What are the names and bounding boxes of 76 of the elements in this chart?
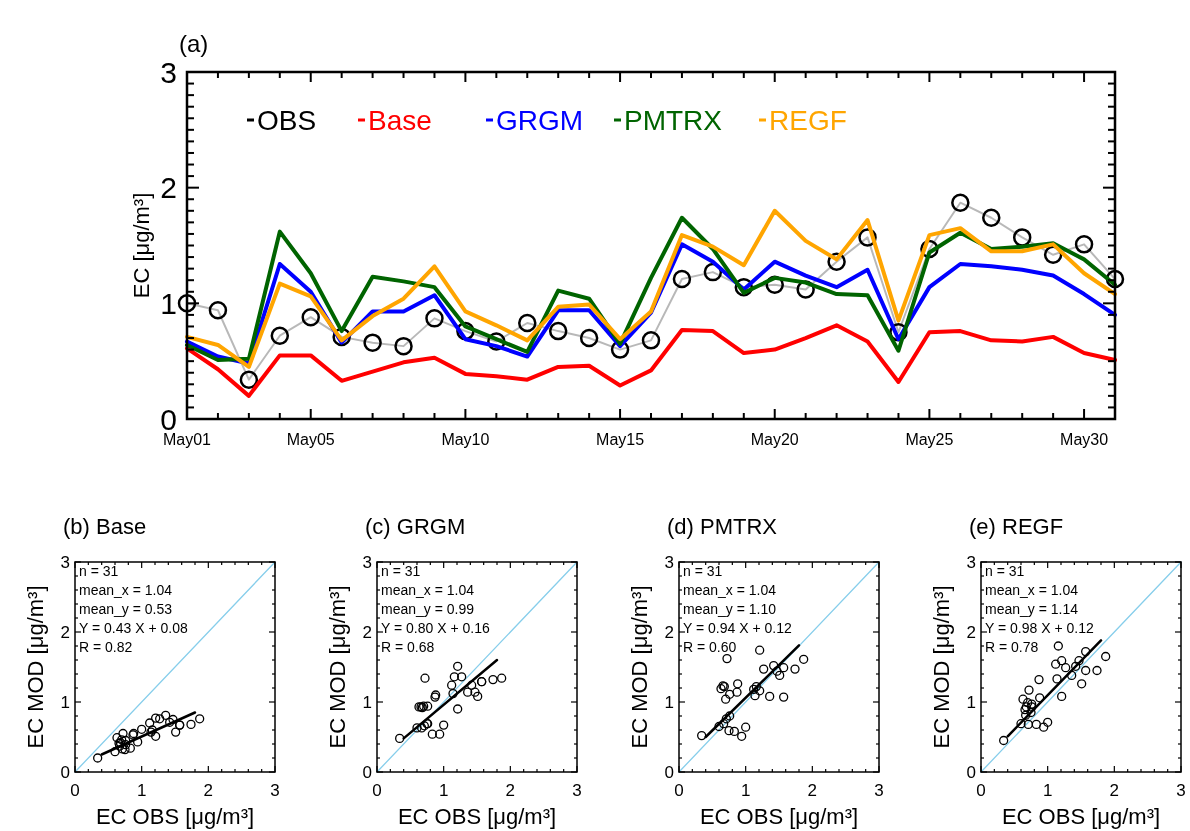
x-tick-label: 3 xyxy=(572,781,582,800)
annotation: n = 31 xyxy=(79,563,119,579)
x-tick-label: May05 xyxy=(286,431,335,448)
x-tick-label: May10 xyxy=(441,431,490,448)
y-tick-label: 2 xyxy=(160,171,177,205)
x-tick-label: 1 xyxy=(438,781,449,800)
annotation: n = 31 xyxy=(683,563,723,579)
y-axis-title: EC MOD [μg/m³] xyxy=(627,585,652,749)
annotation: Y = 0.98 X + 0.12 xyxy=(985,620,1094,636)
y-axis-title: EC MOD [μg/m³] xyxy=(23,585,48,749)
x-tick-label: 1 xyxy=(1042,781,1053,800)
y-tick-label: 0 xyxy=(60,762,70,782)
x-tick-label: May25 xyxy=(905,431,954,448)
x-tick-label: May15 xyxy=(596,431,645,448)
annotation: mean_x = 1.04 xyxy=(381,582,475,598)
x-tick-label: 2 xyxy=(1109,781,1120,800)
chart-title: (d) PMTRX xyxy=(667,514,778,539)
annotation: R = 0.82 xyxy=(79,639,133,655)
x-tick-label: May20 xyxy=(750,431,799,448)
y-tick-label: 1 xyxy=(664,692,674,712)
annotation: mean_y = 1.10 xyxy=(683,601,777,617)
x-tick-label: 2 xyxy=(807,781,818,800)
legend-label: GRGM xyxy=(496,104,584,136)
y-axis-title: EC MOD [μg/m³] xyxy=(929,585,954,749)
legend-label: PMTRX xyxy=(624,104,723,136)
y-tick-label: 1 xyxy=(362,692,372,712)
legend-label: OBS xyxy=(257,104,317,136)
annotation: R = 0.60 xyxy=(683,639,737,655)
y-tick-label: 2 xyxy=(966,622,976,642)
y-tick-label: 0 xyxy=(362,762,372,782)
x-axis-title: EC OBS [μg/m³] xyxy=(397,804,557,829)
y-tick-label: 2 xyxy=(664,622,674,642)
annotation: n = 31 xyxy=(985,563,1025,579)
x-axis-title: EC OBS [μg/m³] xyxy=(699,804,859,829)
y-tick-label: 0 xyxy=(664,762,674,782)
annotation: Y = 0.80 X + 0.16 xyxy=(381,620,490,636)
y-axis-title: EC [μg/m³] xyxy=(129,192,154,299)
annotation: mean_y = 1.14 xyxy=(985,601,1079,617)
y-tick-label: 3 xyxy=(362,552,372,572)
y-tick-label: 1 xyxy=(160,286,177,320)
x-tick-label: 2 xyxy=(505,781,516,800)
y-tick-label: 2 xyxy=(60,622,70,642)
x-tick-label: 3 xyxy=(270,781,280,800)
legend-label: REGF xyxy=(769,104,847,136)
annotation: mean_y = 0.99 xyxy=(381,601,475,617)
annotation: mean_y = 0.53 xyxy=(79,601,173,617)
y-axis-title: EC MOD [μg/m³] xyxy=(325,585,350,749)
y-tick-label: 0 xyxy=(966,762,976,782)
x-tick-label: 2 xyxy=(203,781,214,800)
y-tick-label: 1 xyxy=(60,692,70,712)
y-tick-label: 2 xyxy=(362,622,372,642)
legend-label: Base xyxy=(368,104,432,136)
y-tick-label: 3 xyxy=(160,55,177,89)
y-tick-label: 3 xyxy=(966,552,976,572)
y-tick-label: 3 xyxy=(60,552,70,572)
annotation: R = 0.68 xyxy=(381,639,435,655)
chart-title: (b) Base xyxy=(63,514,147,539)
chart-title: (a) xyxy=(179,30,209,57)
chart-title: (c) GRGM xyxy=(365,514,466,539)
annotation: mean_x = 1.04 xyxy=(683,582,777,598)
annotation: mean_x = 1.04 xyxy=(79,582,173,598)
annotation: Y = 0.43 X + 0.08 xyxy=(79,620,188,636)
x-axis-title: EC OBS [μg/m³] xyxy=(1001,804,1161,829)
y-tick-label: 1 xyxy=(966,692,976,712)
chart-title: (e) REGF xyxy=(969,514,1064,539)
x-axis-title: EC OBS [μg/m³] xyxy=(95,804,255,829)
x-tick-label: 1 xyxy=(740,781,751,800)
annotation: mean_x = 1.04 xyxy=(985,582,1079,598)
y-tick-label: 3 xyxy=(664,552,674,572)
x-tick-label: 1 xyxy=(136,781,147,800)
annotation: R = 0.78 xyxy=(985,639,1039,655)
x-tick-label: 3 xyxy=(1176,781,1186,800)
x-tick-label: 3 xyxy=(874,781,884,800)
annotation: n = 31 xyxy=(381,563,421,579)
annotation: Y = 0.94 X + 0.12 xyxy=(683,620,792,636)
x-tick-label: May30 xyxy=(1060,431,1109,448)
